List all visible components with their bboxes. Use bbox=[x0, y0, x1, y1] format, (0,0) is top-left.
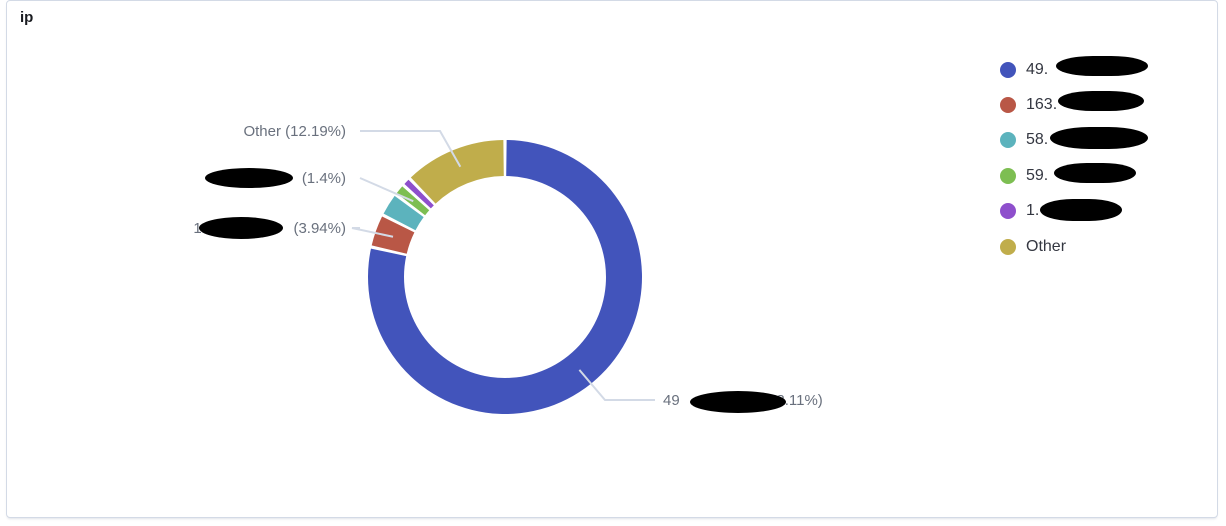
legend-swatch bbox=[1000, 132, 1016, 149]
legend-label: 49. bbox=[1026, 60, 1049, 78]
redaction-mark bbox=[1050, 126, 1148, 149]
legend-item[interactable]: 163. bbox=[1000, 87, 1144, 122]
donut-slice[interactable] bbox=[383, 195, 424, 231]
legend-label: 58. bbox=[1026, 131, 1049, 149]
redaction-mark bbox=[205, 168, 293, 188]
legend-item[interactable]: 1. bbox=[1000, 194, 1122, 229]
redaction-mark bbox=[1056, 56, 1148, 76]
redaction-mark bbox=[1040, 198, 1122, 221]
legend-label: 59. bbox=[1026, 166, 1049, 184]
panel-title: ip bbox=[20, 9, 34, 26]
legend-item[interactable]: 58. bbox=[1000, 123, 1148, 158]
redaction-mark bbox=[1058, 91, 1144, 112]
legend-item[interactable]: 59. bbox=[1000, 158, 1136, 193]
legend-label: 1. bbox=[1026, 202, 1040, 220]
redaction-mark bbox=[690, 391, 786, 413]
legend-swatch bbox=[1000, 203, 1016, 220]
legend-swatch bbox=[1000, 61, 1016, 78]
callout-line bbox=[360, 130, 462, 168]
slice-callout-label: Other (12.19%) bbox=[243, 123, 346, 140]
legend-swatch bbox=[1000, 167, 1016, 184]
legend-label: Other bbox=[1026, 237, 1067, 255]
legend-swatch bbox=[1000, 97, 1016, 114]
callout-line bbox=[359, 177, 414, 203]
legend-swatch bbox=[1000, 238, 1016, 255]
callout-line bbox=[351, 227, 394, 238]
legend-item[interactable]: 49. bbox=[1000, 52, 1148, 87]
legend-label: 163. bbox=[1026, 96, 1058, 114]
donut-slice[interactable] bbox=[410, 140, 504, 204]
callout-line bbox=[578, 369, 655, 401]
donut-slice[interactable] bbox=[371, 216, 415, 254]
legend-item[interactable]: Other bbox=[1000, 229, 1066, 264]
redaction-mark bbox=[1054, 163, 1136, 184]
chart-legend: 49. 163. 58. 59. 1. Other bbox=[1000, 52, 1148, 264]
redaction-mark bbox=[199, 217, 283, 239]
donut-slice[interactable] bbox=[404, 179, 434, 209]
